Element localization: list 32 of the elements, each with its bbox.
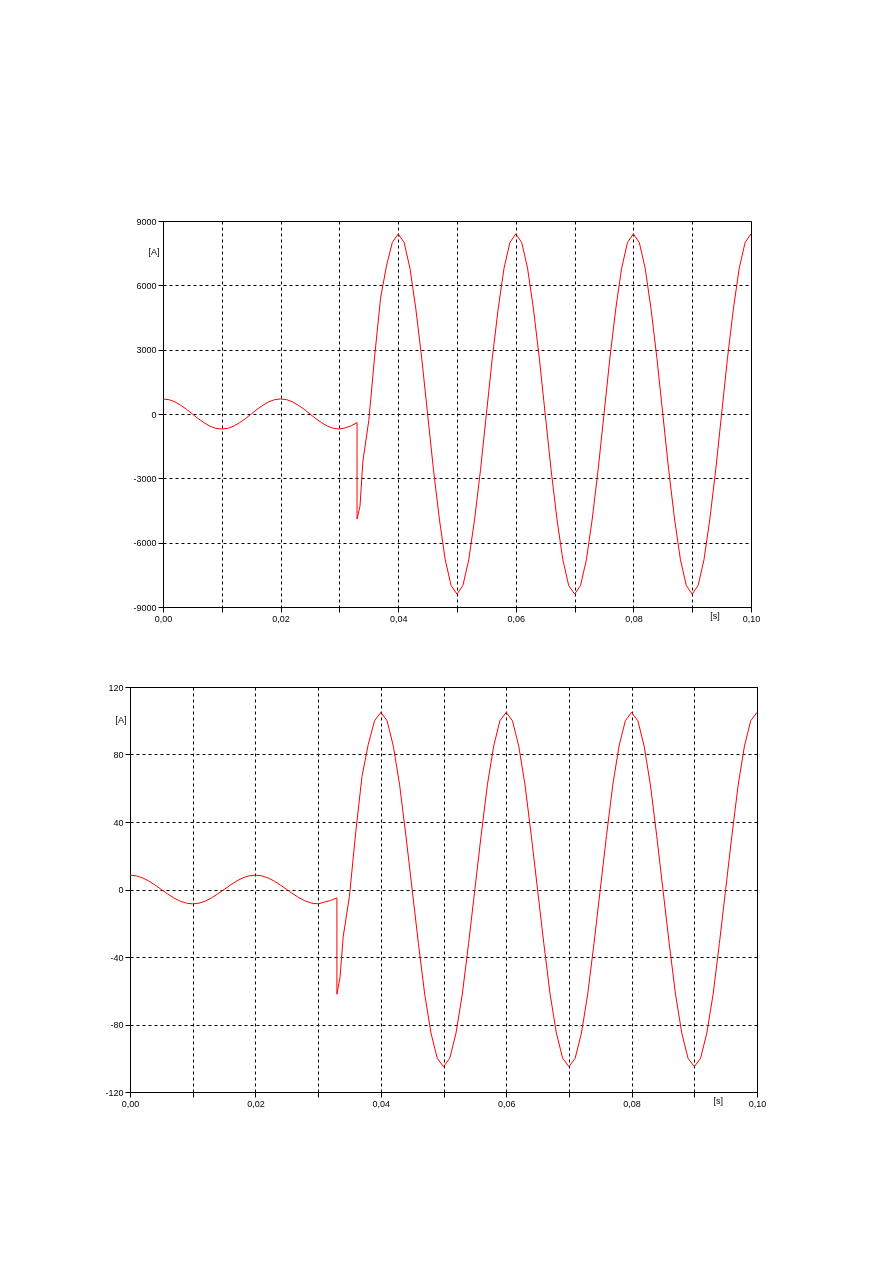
y-tick-label: -80 [110,1020,124,1030]
y-tick-label: -3000 [133,473,157,484]
y-axis-title: [A] [148,247,160,258]
y-tick-label: -9000 [133,602,157,613]
x-tick-label: 0,06 [497,1098,516,1109]
x-tick-label: 0,02 [272,613,290,624]
x-tick-label: 0,04 [372,1098,391,1109]
y-tick-label: 80 [113,750,124,760]
x-axis-title: [s] [710,610,720,621]
line-series [130,711,757,1068]
x-tick-label: 0,00 [154,613,173,624]
x-tick-label: 0,10 [748,1098,767,1109]
y-tick-label: -6000 [133,538,157,549]
x-tick-label: 0,00 [121,1098,140,1109]
y-tick-label: 6000 [136,280,157,291]
x-tick-label: 0,06 [507,613,526,624]
x-tick-label: 0,08 [625,613,643,624]
y-tick-label: 0 [151,409,157,420]
y-tick-label: -120 [105,1087,124,1098]
line-series [163,233,751,595]
x-axis-title: [s] [713,1095,724,1106]
y-tick-label: -40 [110,952,124,963]
x-tick-label: 0,02 [247,1098,265,1109]
y-axis-title: [A] [115,714,127,725]
y-tick-label: 120 [108,682,124,693]
x-tick-label: 0,04 [389,613,408,624]
y-tick-label: 0 [118,885,124,895]
x-tick-label: 0,10 [742,613,761,624]
x-tick-label: 0,08 [623,1098,641,1109]
y-tick-label: 3000 [136,345,157,356]
y-tick-label: 40 [113,817,124,828]
y-tick-label: 9000 [136,216,157,227]
